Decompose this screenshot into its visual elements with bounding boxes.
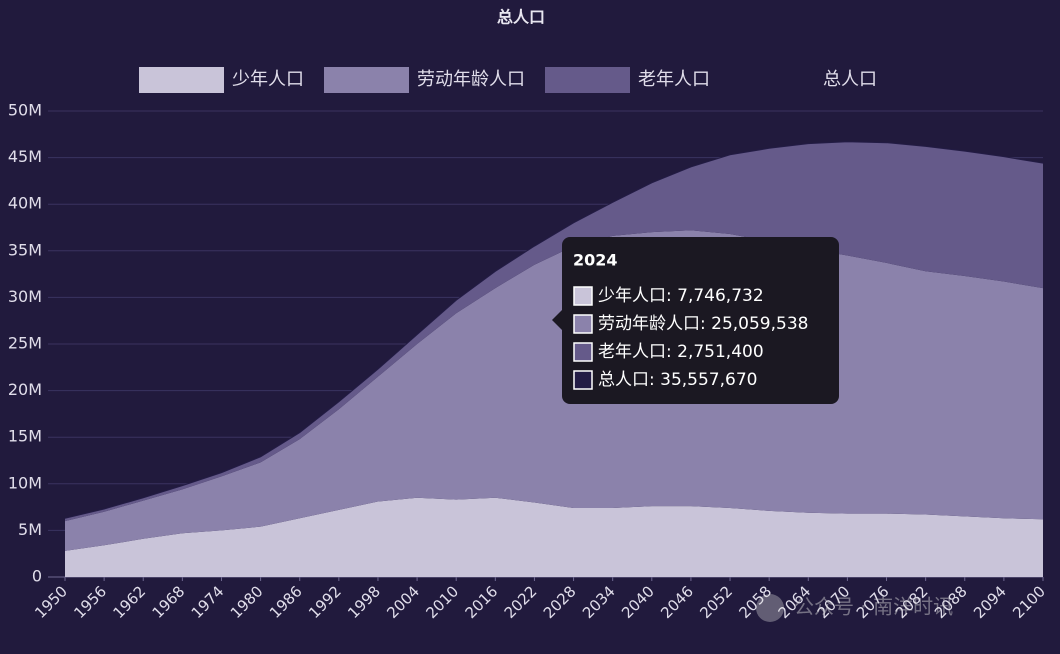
tooltip-row: 老年人口: 2,751,400	[598, 342, 764, 362]
area	[65, 497, 1043, 577]
legend-label: 劳动年龄人口	[417, 69, 525, 90]
y-tick-label: 25M	[8, 334, 42, 353]
y-tick-label: 0	[32, 567, 42, 586]
y-tick-label: 10M	[8, 473, 42, 492]
tooltip-swatch	[573, 314, 593, 334]
tooltip-swatch	[573, 286, 593, 306]
y-tick-label: 50M	[8, 101, 42, 120]
legend-label: 老年人口	[638, 69, 710, 90]
y-tick-label: 45M	[8, 147, 42, 166]
watermark: 公众号 · 南洋时讯	[794, 595, 953, 619]
y-tick-label: 5M	[18, 520, 42, 539]
legend-label: 少年人口	[232, 69, 304, 90]
chart-title: 总人口	[497, 8, 545, 27]
y-tick-label: 40M	[8, 194, 42, 213]
tooltip-swatch	[573, 370, 593, 390]
tooltip-arrow	[552, 310, 562, 330]
tooltip: 2024 少年人口: 7,746,732 劳动年龄人口: 25,059,538 老年人…	[552, 237, 839, 404]
watermark-icon	[756, 594, 784, 622]
y-tick-label: 15M	[8, 427, 42, 446]
tooltip-swatch	[573, 342, 593, 362]
tooltip-title: 2024	[573, 251, 618, 270]
legend-swatch	[324, 67, 409, 93]
y-tick-label: 35M	[8, 240, 42, 259]
legend-swatch	[139, 67, 224, 93]
legend-swatch	[545, 67, 630, 93]
tooltip-row: 总人口: 35,557,670	[598, 370, 757, 390]
tooltip-row: 少年人口: 7,746,732	[598, 286, 764, 306]
y-tick-label: 20M	[8, 380, 42, 399]
legend-label: 总人口	[823, 69, 877, 90]
tooltip-row: 劳动年龄人口: 25,059,538	[598, 314, 808, 334]
total-line	[64, 141, 1044, 519]
y-tick-label: 30M	[8, 287, 42, 306]
area	[65, 141, 1043, 522]
tooltip-box	[562, 237, 839, 404]
